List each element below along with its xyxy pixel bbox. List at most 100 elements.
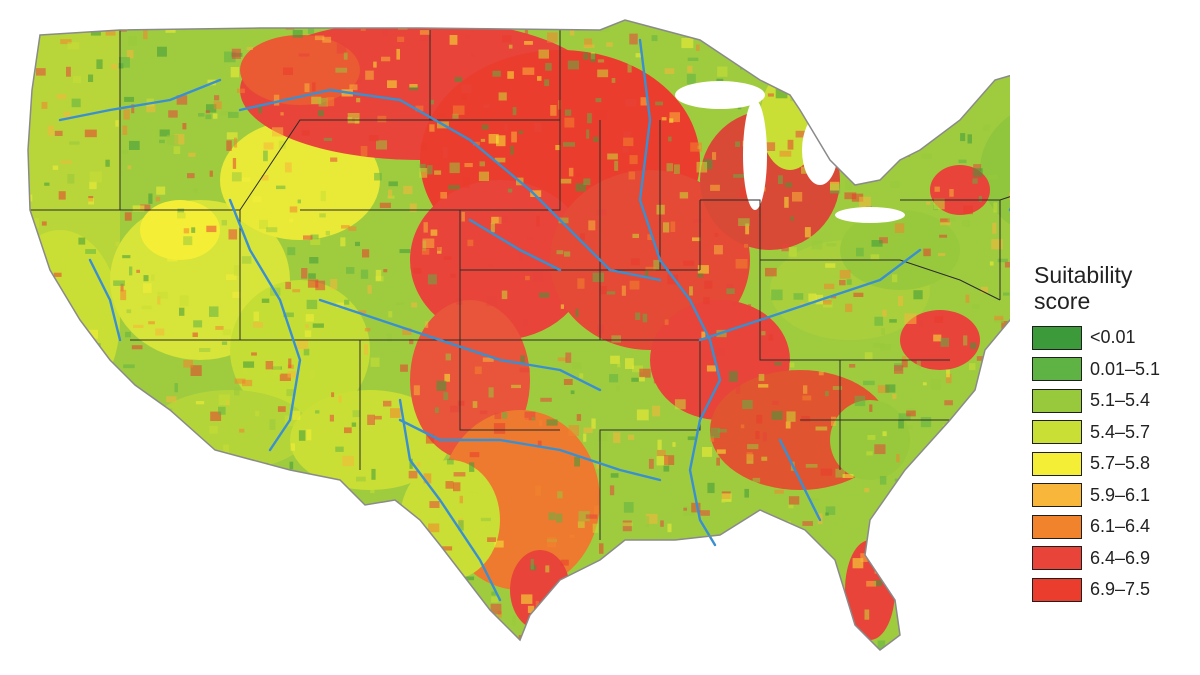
legend-label: 0.01–5.1	[1090, 358, 1161, 379]
county-patch	[222, 582, 227, 590]
county-patch	[975, 500, 979, 505]
county-patch	[942, 56, 952, 60]
legend-items: <0.01 0.01–5.1 5.1–5.4 5.4–5.7 5.7–5.8 5.9–6.…	[1032, 322, 1192, 606]
county-patch	[189, 632, 194, 643]
county-patch	[673, 555, 682, 563]
county-patch	[349, 595, 359, 604]
county-patch	[215, 326, 224, 330]
county-patch	[622, 522, 633, 527]
county-patch	[177, 212, 186, 219]
county-patch	[996, 528, 1001, 532]
county-patch	[510, 145, 514, 155]
county-patch	[365, 70, 374, 80]
county-patch	[471, 543, 477, 549]
county-patch	[413, 267, 422, 274]
county-patch	[296, 479, 307, 488]
county-patch	[950, 553, 954, 564]
county-patch	[192, 332, 198, 337]
county-patch	[706, 365, 717, 372]
county-patch	[198, 113, 205, 117]
county-patch	[704, 27, 709, 35]
county-patch	[987, 551, 995, 557]
county-patch	[467, 492, 478, 500]
county-patch	[960, 133, 966, 142]
county-patch	[331, 392, 335, 398]
county-patch	[216, 560, 221, 566]
county-patch	[940, 220, 951, 226]
county-patch	[588, 220, 596, 231]
county-patch	[365, 568, 370, 576]
county-patch	[558, 217, 569, 224]
county-patch	[355, 241, 360, 247]
county-patch	[169, 460, 182, 464]
county-patch	[459, 495, 463, 504]
county-patch	[331, 645, 339, 650]
county-patch	[877, 640, 886, 650]
county-patch	[400, 364, 408, 372]
county-patch	[223, 444, 229, 454]
county-patch	[252, 196, 262, 203]
county-patch	[557, 491, 563, 499]
county-patch	[435, 407, 439, 414]
county-patch	[171, 563, 184, 573]
county-patch	[781, 243, 790, 252]
county-patch	[778, 543, 785, 549]
county-patch	[879, 237, 888, 244]
county-patch	[891, 529, 903, 539]
county-patch	[437, 113, 446, 117]
county-patch	[197, 494, 202, 499]
county-patch	[520, 355, 525, 363]
county-patch	[190, 365, 202, 376]
legend-title-line2: score	[1034, 288, 1091, 314]
legend-item: 5.9–6.1	[1032, 480, 1192, 512]
county-patch	[368, 135, 379, 142]
county-patch	[121, 149, 128, 155]
county-patch	[160, 236, 165, 244]
county-patch	[775, 599, 780, 604]
county-patch	[54, 130, 63, 136]
county-patch	[527, 605, 535, 613]
county-patch	[767, 93, 774, 97]
county-patch	[290, 443, 295, 451]
county-patch	[674, 399, 686, 410]
county-patch	[663, 465, 670, 472]
county-patch	[41, 221, 47, 226]
county-patch	[592, 272, 605, 283]
county-patch	[687, 57, 699, 61]
county-patch	[133, 324, 144, 328]
county-patch	[989, 403, 993, 415]
county-patch	[312, 82, 316, 92]
county-patch	[266, 227, 278, 233]
county-patch	[461, 94, 467, 100]
county-patch	[452, 113, 459, 119]
county-patch	[474, 366, 482, 375]
county-patch	[973, 40, 981, 49]
county-patch	[869, 151, 878, 159]
county-patch	[845, 180, 852, 190]
county-patch	[99, 642, 103, 648]
county-patch	[382, 28, 388, 37]
county-patch	[765, 142, 776, 151]
county-patch	[609, 374, 619, 383]
county-patch	[250, 613, 256, 622]
county-patch	[243, 361, 255, 368]
county-patch	[285, 24, 295, 30]
county-patch	[305, 324, 309, 329]
county-patch	[628, 171, 636, 180]
county-patch	[731, 587, 737, 591]
county-patch	[373, 61, 377, 68]
county-patch	[852, 558, 864, 569]
county-patch	[39, 260, 44, 266]
county-patch	[106, 390, 115, 397]
county-patch	[590, 54, 596, 63]
county-patch	[467, 239, 474, 247]
county-patch	[949, 189, 954, 197]
region-georgia-green	[830, 400, 910, 480]
county-patch	[482, 104, 490, 109]
region-california-coast	[28, 230, 120, 410]
county-patch	[735, 259, 748, 269]
county-patch	[191, 227, 196, 233]
county-patch	[763, 174, 770, 182]
county-patch	[723, 592, 732, 598]
county-patch	[157, 291, 168, 299]
